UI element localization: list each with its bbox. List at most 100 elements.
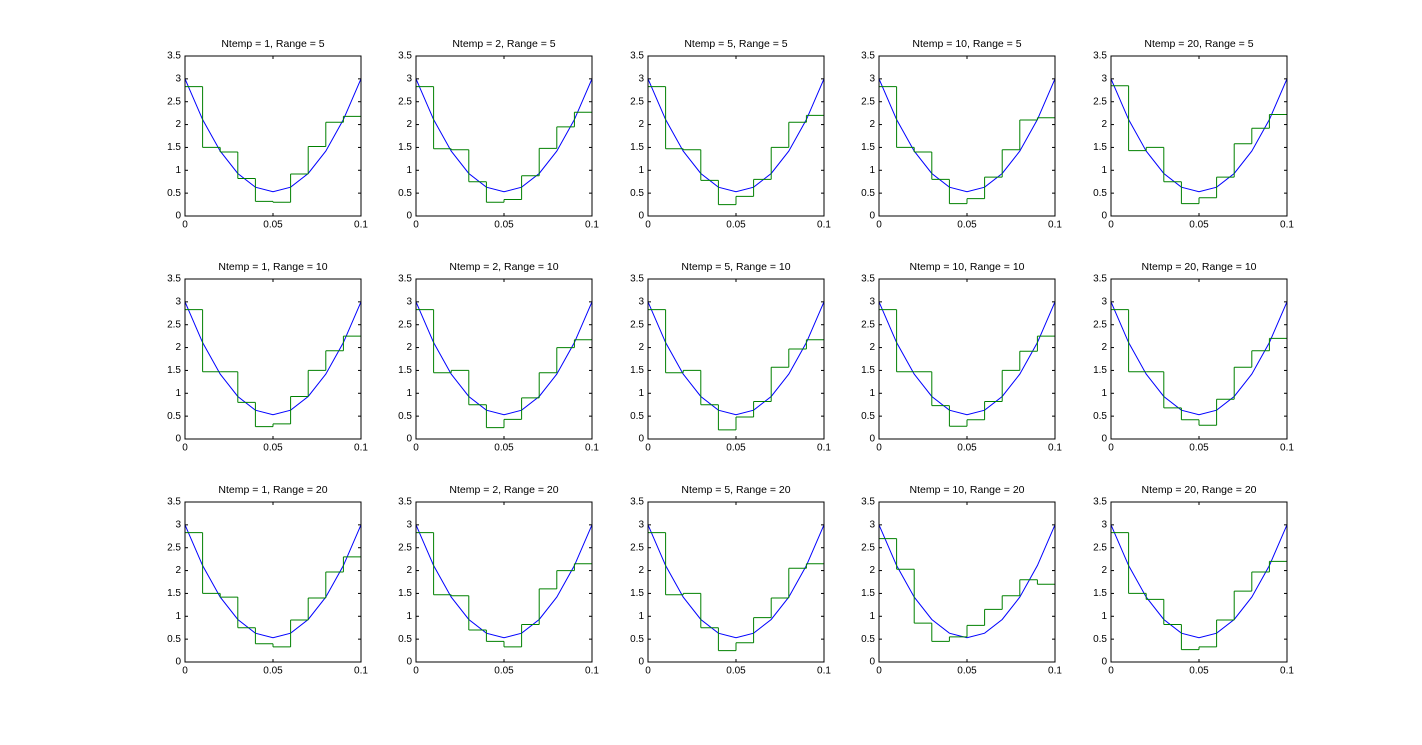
plot-area bbox=[1111, 502, 1287, 662]
chart-title: Ntemp = 5, Range = 10 bbox=[681, 261, 790, 273]
y-tick-label: 2.5 bbox=[861, 96, 875, 107]
y-tick-label: 3.5 bbox=[167, 497, 181, 508]
x-tick-label: 0.05 bbox=[1189, 666, 1209, 677]
y-tick-label: 2 bbox=[638, 565, 644, 576]
y-tick-label: 3 bbox=[406, 519, 412, 530]
curve bbox=[878, 301, 1056, 416]
y-tick-label: 0 bbox=[869, 657, 875, 668]
y-tick-label: 1.5 bbox=[398, 588, 412, 599]
y-tick-label: 2.5 bbox=[630, 96, 644, 107]
y-tick-label: 1.5 bbox=[398, 365, 412, 376]
y-tick-label: 0.5 bbox=[861, 188, 875, 199]
chart-title: Ntemp = 10, Range = 5 bbox=[912, 38, 1021, 50]
plot-area bbox=[879, 279, 1055, 439]
x-tick-label: 0 bbox=[413, 220, 419, 231]
axes-box bbox=[878, 278, 1056, 440]
y-tick-label: 3 bbox=[869, 73, 875, 84]
x-tick-label: 0.1 bbox=[1280, 443, 1294, 454]
plot-area bbox=[416, 279, 592, 439]
y-tick-label: 0.5 bbox=[398, 634, 412, 645]
x-tick-label: 0.1 bbox=[1280, 666, 1294, 677]
y-tick-label: 2 bbox=[869, 342, 875, 353]
chart-title: Ntemp = 10, Range = 10 bbox=[910, 261, 1025, 273]
x-tick-label: 0 bbox=[1108, 666, 1114, 677]
y-tick-label: 2.5 bbox=[630, 542, 644, 553]
plot-area bbox=[416, 56, 592, 216]
y-tick-label: 2.5 bbox=[1093, 542, 1107, 553]
plot-area bbox=[879, 56, 1055, 216]
y-tick-label: 0 bbox=[869, 211, 875, 222]
plot-area bbox=[1111, 56, 1287, 216]
chart-title: Ntemp = 1, Range = 10 bbox=[218, 261, 327, 273]
y-tick-label: 3 bbox=[1101, 519, 1107, 530]
y-tick-label: 3 bbox=[869, 296, 875, 307]
y-tick-label: 0 bbox=[1101, 657, 1107, 668]
y-tick-label: 2.5 bbox=[167, 96, 181, 107]
y-tick-label: 3 bbox=[1101, 296, 1107, 307]
y-tick-label: 1.5 bbox=[1093, 365, 1107, 376]
y-tick-label: 2.5 bbox=[398, 96, 412, 107]
curve bbox=[878, 78, 1056, 193]
y-tick-label: 0.5 bbox=[167, 411, 181, 422]
x-tick-label: 0 bbox=[182, 443, 188, 454]
chart-title: Ntemp = 1, Range = 5 bbox=[221, 38, 324, 50]
y-tick-label: 0 bbox=[638, 657, 644, 668]
y-tick-label: 1 bbox=[869, 611, 875, 622]
y-tick-label: 3.5 bbox=[398, 274, 412, 285]
x-tick-label: 0.1 bbox=[585, 220, 599, 231]
axes-box bbox=[415, 501, 593, 663]
x-tick-label: 0.05 bbox=[263, 443, 283, 454]
y-tick-label: 0.5 bbox=[1093, 411, 1107, 422]
x-tick-label: 0.1 bbox=[354, 443, 368, 454]
x-tick-label: 0.1 bbox=[817, 443, 831, 454]
x-tick-label: 0.1 bbox=[817, 666, 831, 677]
y-tick-label: 2 bbox=[1101, 119, 1107, 130]
y-tick-label: 1.5 bbox=[861, 365, 875, 376]
y-tick-label: 3 bbox=[638, 296, 644, 307]
y-tick-label: 0.5 bbox=[861, 411, 875, 422]
curve bbox=[415, 78, 593, 193]
axes-box bbox=[184, 55, 362, 217]
x-tick-label: 0.05 bbox=[726, 443, 746, 454]
axes-box bbox=[1110, 501, 1288, 663]
y-tick-label: 1 bbox=[869, 165, 875, 176]
x-tick-label: 0 bbox=[876, 220, 882, 231]
y-tick-label: 0 bbox=[1101, 434, 1107, 445]
y-tick-label: 2 bbox=[175, 565, 181, 576]
y-tick-label: 1 bbox=[175, 611, 181, 622]
y-tick-label: 1.5 bbox=[861, 142, 875, 153]
axes-box bbox=[415, 278, 593, 440]
y-tick-label: 0 bbox=[175, 211, 181, 222]
y-tick-label: 2 bbox=[175, 119, 181, 130]
x-tick-label: 0 bbox=[1108, 220, 1114, 231]
chart-title: Ntemp = 5, Range = 20 bbox=[681, 484, 790, 496]
x-tick-label: 0.1 bbox=[1048, 220, 1062, 231]
curve bbox=[647, 78, 825, 193]
y-tick-label: 1 bbox=[1101, 388, 1107, 399]
x-tick-label: 0 bbox=[413, 666, 419, 677]
y-tick-label: 3 bbox=[175, 296, 181, 307]
y-tick-label: 3 bbox=[638, 519, 644, 530]
y-tick-label: 1 bbox=[638, 165, 644, 176]
y-tick-label: 3 bbox=[406, 296, 412, 307]
y-tick-label: 1 bbox=[175, 388, 181, 399]
plot-area bbox=[648, 279, 824, 439]
chart-title: Ntemp = 1, Range = 20 bbox=[218, 484, 327, 496]
plot-area bbox=[185, 279, 361, 439]
y-tick-label: 2.5 bbox=[1093, 319, 1107, 330]
x-tick-label: 0.1 bbox=[354, 666, 368, 677]
curve bbox=[1110, 524, 1288, 639]
chart-title: Ntemp = 20, Range = 20 bbox=[1142, 484, 1257, 496]
y-tick-label: 1.5 bbox=[167, 365, 181, 376]
x-tick-label: 0.1 bbox=[1280, 220, 1294, 231]
x-tick-label: 0.1 bbox=[585, 443, 599, 454]
axes-box bbox=[647, 278, 825, 440]
y-tick-label: 1 bbox=[1101, 611, 1107, 622]
plot-area bbox=[648, 502, 824, 662]
y-tick-label: 3 bbox=[638, 73, 644, 84]
plot-area bbox=[416, 502, 592, 662]
y-tick-label: 1 bbox=[406, 165, 412, 176]
y-tick-label: 1 bbox=[869, 388, 875, 399]
y-tick-label: 0.5 bbox=[630, 188, 644, 199]
